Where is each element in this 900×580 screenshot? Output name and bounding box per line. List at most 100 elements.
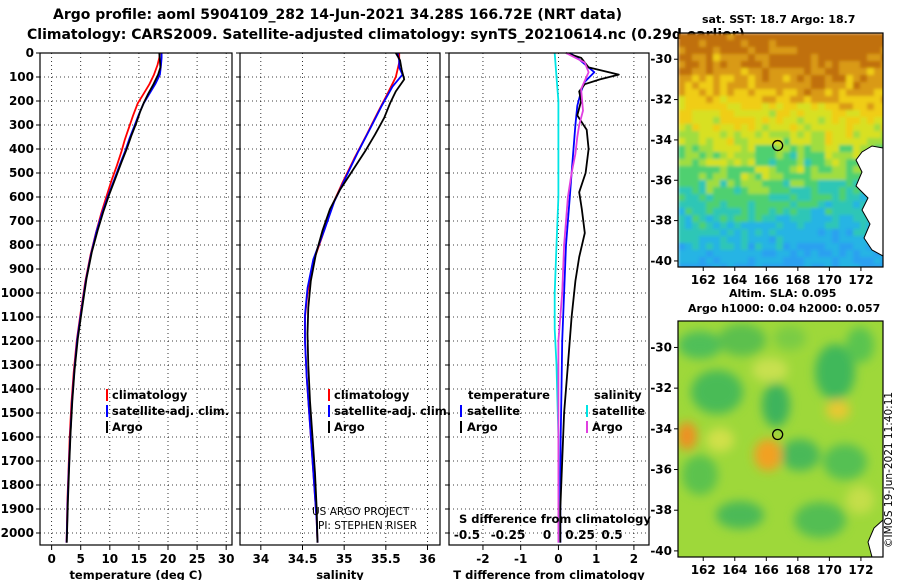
sst-cell xyxy=(727,138,735,146)
sst-cell xyxy=(685,96,693,104)
sst-cell xyxy=(874,40,882,48)
sst-cell xyxy=(804,61,812,69)
sst-cell xyxy=(874,264,882,267)
sst-cell xyxy=(783,166,791,174)
sst-cell xyxy=(811,264,819,267)
map-y-tick-label: -30 xyxy=(650,52,672,66)
sst-cell xyxy=(678,89,686,97)
sst-cell xyxy=(727,201,735,209)
sst-cell xyxy=(839,82,847,90)
sst-cell xyxy=(832,201,840,209)
sst-cell xyxy=(860,243,868,251)
sst-cell xyxy=(846,145,854,153)
sst-cell xyxy=(699,110,707,118)
sst-cell xyxy=(804,124,812,132)
sst-cell xyxy=(790,138,798,146)
sst-cell xyxy=(769,47,777,55)
sst-cell xyxy=(832,257,840,265)
sst-cell xyxy=(790,180,798,188)
sst-cell xyxy=(874,75,882,83)
map-y-tick-label: -40 xyxy=(650,544,672,558)
sst-cell xyxy=(713,54,721,62)
sst-cell xyxy=(692,194,700,202)
sst-cell xyxy=(860,215,868,223)
sst-cell xyxy=(748,180,756,188)
sst-cell xyxy=(699,250,707,258)
sst-cell xyxy=(713,33,721,41)
sst-cell xyxy=(727,33,735,41)
sst-cell xyxy=(825,180,833,188)
sst-cell xyxy=(678,173,686,181)
sst-cell xyxy=(692,124,700,132)
sst-cell xyxy=(678,250,686,258)
sst-cell xyxy=(748,145,756,153)
sst-cell xyxy=(692,236,700,244)
sst-cell xyxy=(692,117,700,125)
sst-cell xyxy=(797,89,805,97)
sst-cell xyxy=(839,194,847,202)
sst-cell xyxy=(706,159,714,167)
sst-cell xyxy=(874,68,882,76)
sst-cell xyxy=(762,201,770,209)
sst-cell xyxy=(678,124,686,132)
sst-cell xyxy=(720,75,728,83)
sst-cell xyxy=(685,54,693,62)
sst-cell xyxy=(734,152,742,160)
x-tick-label: 1 xyxy=(592,552,600,566)
x-tick-label: 0 xyxy=(554,552,562,566)
sst-cell xyxy=(867,47,875,55)
sst-cell xyxy=(874,82,882,90)
sst-cell xyxy=(720,68,728,76)
sst-cell xyxy=(706,173,714,181)
sst-cell xyxy=(685,138,693,146)
sst-cell xyxy=(741,145,749,153)
sst-cell xyxy=(818,166,826,174)
sst-cell xyxy=(755,33,763,41)
series-line xyxy=(553,52,560,543)
sst-cell xyxy=(825,257,833,265)
sst-cell xyxy=(804,89,812,97)
sst-cell xyxy=(762,229,770,237)
sst-cell xyxy=(713,40,721,48)
sst-cell xyxy=(699,201,707,209)
sst-cell xyxy=(762,159,770,167)
sst-cell xyxy=(804,40,812,48)
sst-cell xyxy=(734,166,742,174)
y-tick-label: 1300 xyxy=(1,358,34,372)
sst-cell xyxy=(797,68,805,76)
y-tick-label: 200 xyxy=(9,94,34,108)
sst-cell xyxy=(685,250,693,258)
sst-cell xyxy=(699,68,707,76)
sst-cell xyxy=(825,33,833,41)
sst-cell xyxy=(839,208,847,216)
sst-cell xyxy=(825,82,833,90)
sst-cell xyxy=(685,103,693,111)
sst-cell xyxy=(685,131,693,139)
sst-cell xyxy=(846,250,854,258)
sst-cell xyxy=(762,215,770,223)
sst-cell xyxy=(769,33,777,41)
sst-cell xyxy=(727,117,735,125)
sst-cell xyxy=(818,82,826,90)
sst-cell xyxy=(776,54,784,62)
sst-cell xyxy=(853,75,861,83)
sst-cell xyxy=(762,82,770,90)
sst-cell xyxy=(713,201,721,209)
sst-cell xyxy=(825,54,833,62)
sst-cell xyxy=(755,103,763,111)
map-x-tick-label: 172 xyxy=(848,563,873,577)
sst-cell xyxy=(720,173,728,181)
sst-cell xyxy=(720,145,728,153)
sst-cell xyxy=(748,236,756,244)
sst-cell xyxy=(797,229,805,237)
sst-cell xyxy=(727,194,735,202)
project-annotation-line1: US ARGO PROJECT xyxy=(312,506,410,518)
sst-cell xyxy=(860,110,868,118)
sst-cell xyxy=(685,82,693,90)
sst-cell xyxy=(832,159,840,167)
sst-cell xyxy=(818,138,826,146)
sst-cell xyxy=(776,145,784,153)
sst-cell xyxy=(741,33,749,41)
sst-cell xyxy=(783,61,791,69)
sst-cell xyxy=(832,215,840,223)
